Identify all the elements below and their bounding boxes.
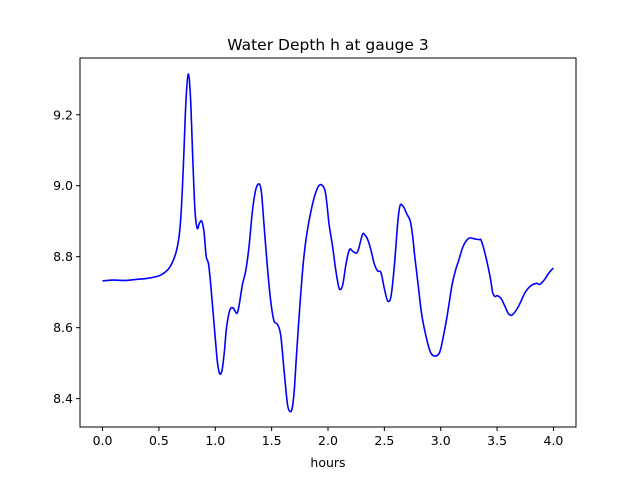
x-tick-label: 2.0	[318, 433, 338, 448]
x-axis: 0.0 0.5 1.0 1.5 2.0 2.5 3.0 3.5 4.0	[93, 427, 564, 448]
x-tick-label: 0.5	[149, 433, 169, 448]
chart-title: Water Depth h at gauge 3	[227, 36, 428, 54]
x-tick-label: 1.5	[262, 433, 282, 448]
x-tick-label: 4.0	[544, 433, 564, 448]
x-tick-label: 1.0	[205, 433, 225, 448]
y-tick-label: 8.6	[53, 320, 73, 335]
y-tick-label: 8.4	[53, 391, 73, 406]
x-tick-label: 0.0	[93, 433, 113, 448]
x-tick-label: 2.5	[374, 433, 394, 448]
plot-frame	[79, 57, 577, 428]
y-tick-label: 8.8	[53, 249, 73, 264]
series-line	[102, 73, 554, 413]
x-tick-label: 3.5	[487, 433, 507, 448]
x-tick-label: 3.0	[431, 433, 451, 448]
y-axis: 8.4 8.6 8.8 9.0 9.2	[53, 107, 80, 406]
x-axis-label: hours	[310, 455, 345, 470]
y-tick-label: 9.2	[53, 107, 73, 122]
y-tick-label: 9.0	[53, 178, 73, 193]
